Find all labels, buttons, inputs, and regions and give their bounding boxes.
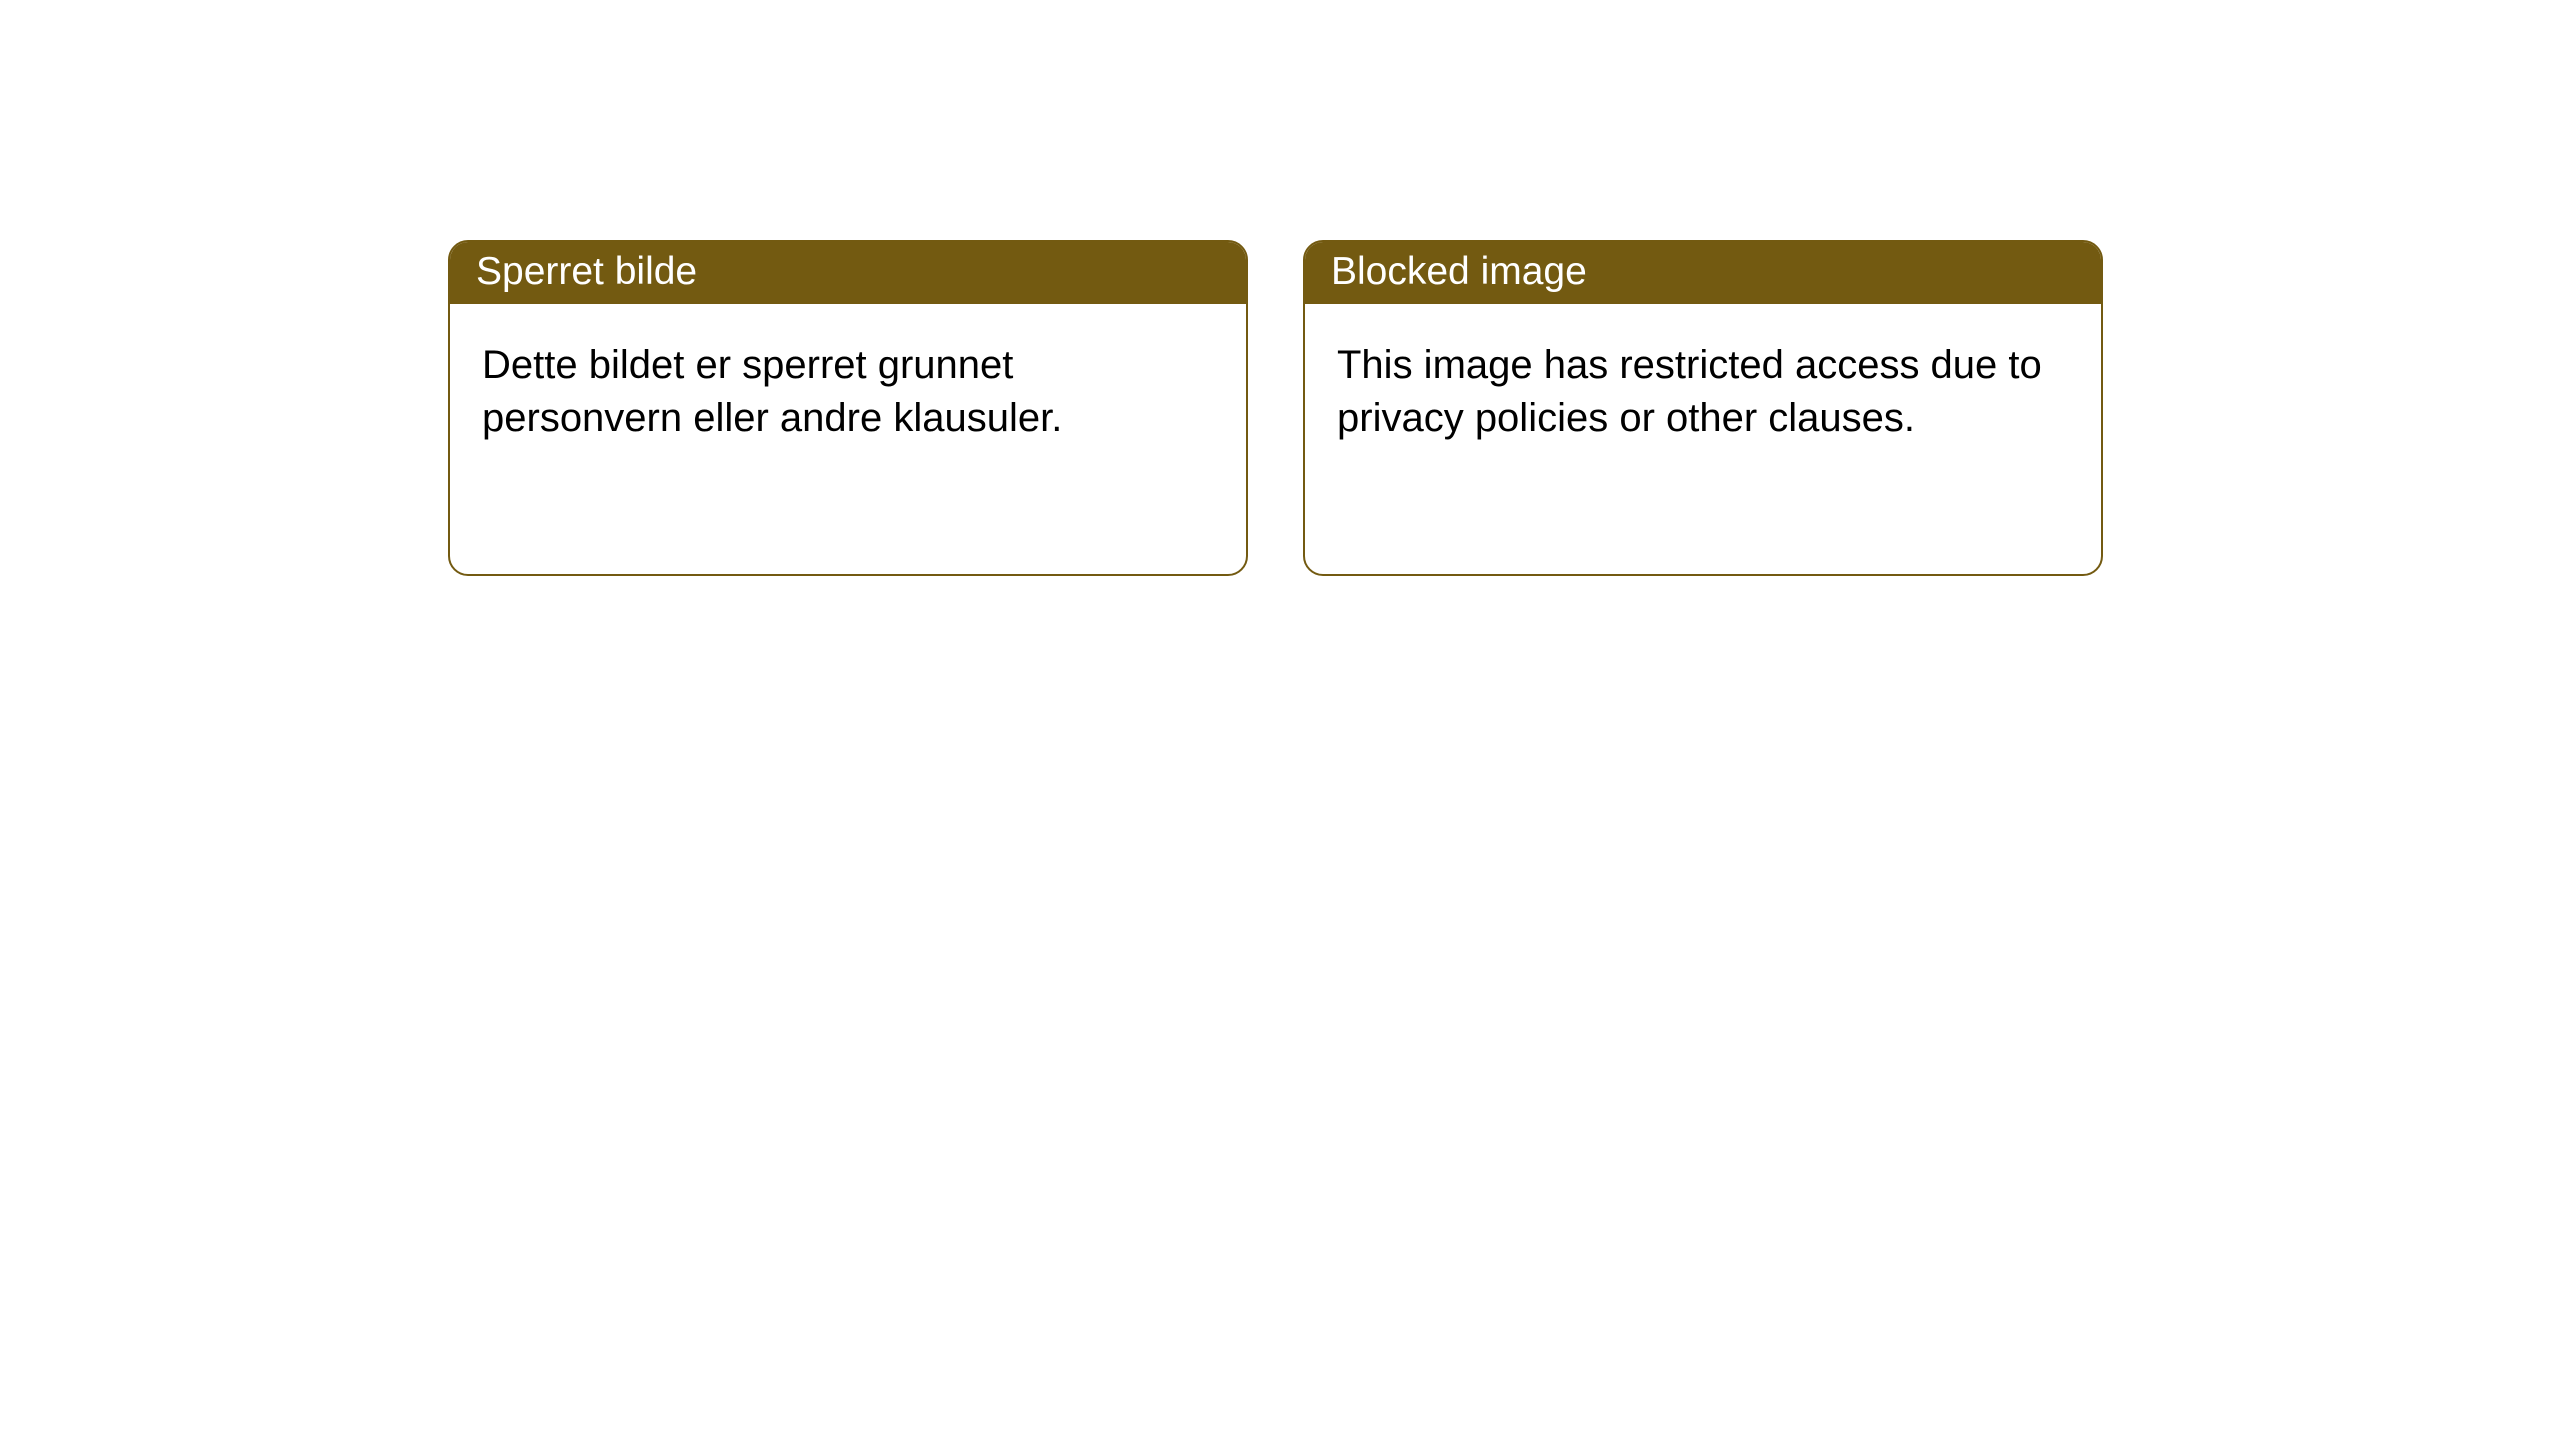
notice-card-norwegian: Sperret bilde Dette bildet er sperret gr… — [448, 240, 1248, 576]
card-body-text: This image has restricted access due to … — [1337, 343, 2042, 440]
notice-card-english: Blocked image This image has restricted … — [1303, 240, 2103, 576]
notice-container: Sperret bilde Dette bildet er sperret gr… — [0, 0, 2560, 576]
card-title: Blocked image — [1331, 250, 1587, 293]
card-title: Sperret bilde — [476, 250, 697, 293]
card-header: Sperret bilde — [450, 242, 1246, 304]
card-body-text: Dette bildet er sperret grunnet personve… — [482, 343, 1062, 440]
card-body: This image has restricted access due to … — [1305, 304, 2101, 574]
card-header: Blocked image — [1305, 242, 2101, 304]
card-body: Dette bildet er sperret grunnet personve… — [450, 304, 1246, 574]
